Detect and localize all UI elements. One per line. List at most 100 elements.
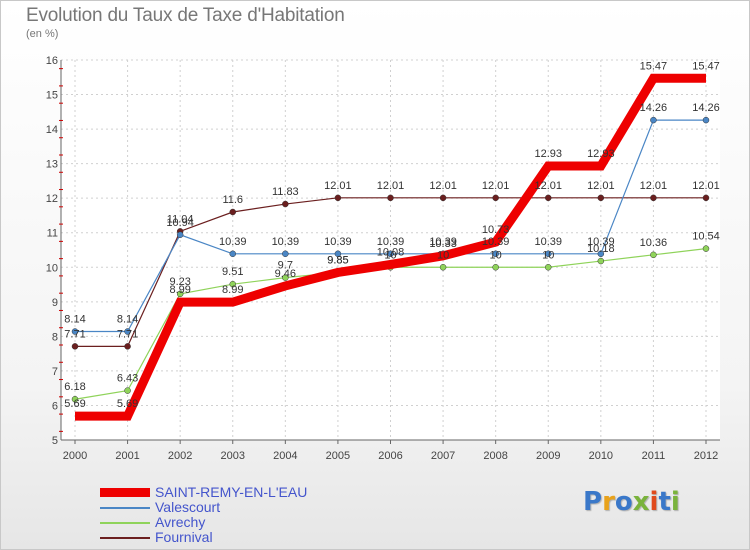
y-tick-label: 9 [52,297,58,309]
x-tick-label: 2004 [273,450,297,462]
legend-label: Avrechy [155,514,206,530]
data-point [334,194,342,202]
data-label: 10.18 [587,243,615,255]
data-point [124,328,131,335]
y-tick-label: 11 [47,228,58,240]
data-label: 12.01 [587,180,615,192]
data-label: 8.14 [64,314,85,326]
data-point [492,264,499,271]
data-label: 6.18 [64,381,85,393]
x-tick-label: 2001 [115,450,139,462]
x-tick-label: 2008 [483,450,507,462]
y-tick-label: 16 [46,55,58,67]
data-label: 10.94 [166,217,194,229]
data-label: 11.6 [222,194,243,206]
data-point [282,274,289,281]
data-label: 10 [490,249,502,261]
x-tick-label: 2003 [221,450,245,462]
data-label: 10 [542,249,554,261]
data-label: 9.23 [169,276,190,288]
data-label: 15.47 [640,60,668,72]
data-label: 12.93 [587,148,615,160]
data-label: 12.01 [692,180,720,192]
logo-letter: P [583,487,603,517]
data-label: 8.99 [222,284,243,296]
data-point [702,245,710,252]
logo-letter: o [614,487,633,517]
data-point [387,194,394,202]
logo-letter: t [658,487,671,517]
data-label: 10.39 [534,236,562,248]
data-point [176,290,184,298]
x-tick-label: 2009 [536,450,560,462]
data-label: 12.01 [429,180,457,192]
logo-letter: i [649,487,659,517]
data-label: 5.69 [64,398,85,410]
data-label: 12.01 [640,180,668,192]
data-point [545,250,552,258]
data-label: 11.04 [167,213,194,225]
data-point [650,251,657,259]
x-tick-label: 2005 [326,450,350,462]
series-line [75,73,706,421]
data-label: 10.39 [377,236,405,248]
data-label: 12.01 [482,180,510,192]
data-point [282,250,289,258]
data-point [492,194,499,202]
data-label: 11.83 [272,186,299,198]
data-point [597,257,605,265]
x-tick-label: 2011 [642,450,666,462]
data-label: 6.43 [117,373,138,385]
data-label: 10.54 [692,231,720,243]
data-point [334,250,342,258]
data-label: 14.26 [640,102,668,114]
data-point [597,194,605,202]
data-label: 5.69 [117,398,138,410]
data-label: 10.39 [272,236,300,248]
chart-subtitle: (en %) [26,28,59,40]
data-label: 10.39 [324,236,352,248]
data-label: 9.46 [275,268,296,280]
data-label: 15.47 [692,60,720,72]
data-point [650,194,657,202]
data-point [71,395,79,403]
y-tick-label: 10 [46,262,58,274]
legend-swatch [100,537,150,539]
data-label: 12.93 [534,148,562,160]
data-label: 10.39 [587,236,615,248]
data-label: 10.33 [429,238,457,250]
x-tick-label: 2012 [694,450,718,462]
data-label: 10.36 [640,237,668,249]
logo-letter: x [632,487,650,517]
data-label: 12.01 [534,180,562,192]
y-tick-label: 13 [46,159,58,171]
data-point [282,200,289,208]
data-label: 9.85 [327,254,348,266]
data-label: 8.99 [169,284,190,296]
y-tick-label: 14 [46,124,58,136]
legend-label: SAINT-REMY-EN-L'EAU [155,484,308,500]
legend-label: Fournival [155,529,213,545]
y-tick-label: 15 [46,90,58,102]
x-tick-label: 2000 [63,450,87,462]
data-label: 10.39 [429,236,457,248]
x-tick-label: 2010 [589,450,613,462]
data-point [71,343,79,350]
data-point [545,194,552,202]
data-point [71,328,79,335]
x-tick-label: 2002 [168,450,192,462]
chart-title: Evolution du Taux de Taxe d'Habitation [26,5,345,26]
legend-swatch [100,488,150,497]
logo-letter: r [602,487,615,517]
y-tick-label: 12 [46,193,58,205]
y-tick-label: 8 [52,331,58,343]
data-point [124,343,131,350]
data-point [124,387,131,394]
legend-swatch [100,507,150,509]
data-point [176,231,184,239]
data-point [492,250,499,258]
proxiti-logo: Proxiti [583,487,680,517]
data-label: 9.85 [327,254,348,266]
data-point [387,250,394,258]
